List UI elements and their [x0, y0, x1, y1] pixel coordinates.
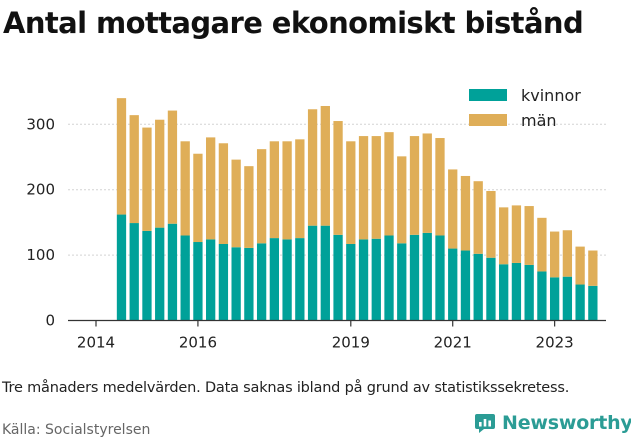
x-tick-label: 2019: [332, 334, 370, 352]
bar-kvinnor: [167, 223, 178, 321]
newsworthy-logo-text: Newsworthy: [502, 412, 631, 434]
legend: kvinnor män: [469, 86, 581, 130]
source-credit: Källa: Socialstyrelsen: [2, 422, 151, 438]
bar-man: [409, 136, 420, 235]
newsworthy-logo: Newsworthy: [474, 410, 631, 436]
bar-man: [511, 205, 522, 263]
bar-kvinnor: [269, 238, 280, 321]
bar-man: [460, 175, 471, 251]
bar-kvinnor: [346, 243, 356, 321]
chart-title: Antal mottagare ekonomiskt bistånd: [3, 6, 584, 40]
bar-man: [562, 230, 573, 277]
bar-man: [167, 110, 178, 224]
bar-kvinnor: [155, 227, 165, 321]
x-tick-label: 2023: [536, 334, 574, 352]
bar-man: [333, 121, 343, 235]
bar-kvinnor: [231, 247, 241, 321]
bar-man: [575, 246, 585, 285]
bar-kvinnor: [358, 239, 369, 321]
bar-man: [218, 143, 229, 244]
bar-man: [499, 207, 509, 265]
bar-man: [448, 169, 458, 249]
bar-kvinnor: [320, 225, 330, 321]
bar-man: [142, 127, 152, 231]
bar-kvinnor: [129, 223, 139, 321]
bar-man: [371, 136, 381, 239]
bar-kvinnor: [448, 248, 458, 321]
bar-man: [244, 166, 254, 248]
y-tick-label: 0: [45, 312, 55, 330]
y-tick-label: 200: [26, 181, 55, 199]
newsworthy-logo-icon: [475, 414, 495, 433]
bar-kvinnor: [206, 239, 216, 321]
bar-kvinnor: [180, 235, 190, 321]
bar-man: [320, 105, 330, 226]
bar-man: [384, 132, 394, 236]
bar-kvinnor: [549, 277, 560, 321]
bar-man: [256, 149, 267, 244]
x-tick-label: 2016: [179, 334, 217, 352]
legend-label: män: [521, 111, 557, 130]
x-tick-label: 2014: [77, 334, 115, 352]
bar-man: [358, 136, 369, 240]
legend-label: kvinnor: [521, 86, 581, 105]
bar-kvinnor: [256, 243, 267, 321]
bar-man: [422, 133, 432, 233]
y-tick-label: 300: [26, 115, 55, 133]
bar-kvinnor: [499, 264, 509, 321]
bar-man: [231, 159, 241, 248]
bars: [116, 98, 598, 321]
bar-kvinnor: [588, 285, 598, 321]
bar-kvinnor: [486, 257, 496, 321]
bar-kvinnor: [116, 214, 127, 321]
bar-kvinnor: [473, 253, 483, 321]
x-tick-label: 2021: [434, 334, 472, 352]
bar-man: [116, 98, 127, 215]
bar-kvinnor: [409, 234, 420, 321]
bar-kvinnor: [333, 234, 343, 321]
bar-man: [588, 250, 598, 286]
bar-kvinnor: [282, 239, 292, 321]
axes: 0 100 200 300 2014 2016 2019 2021 2023: [26, 115, 606, 352]
bar-kvinnor: [295, 238, 305, 321]
bar-kvinnor: [193, 242, 203, 321]
legend-swatch: [469, 89, 507, 101]
bar-kvinnor: [307, 225, 318, 321]
bar-kvinnor: [371, 238, 381, 321]
bar-man: [155, 119, 165, 228]
bar-man: [206, 137, 216, 240]
bar-kvinnor: [435, 235, 445, 321]
bar-man: [486, 191, 496, 258]
bar-kvinnor: [511, 262, 522, 321]
chart-note: Tre månaders medelvärden. Data saknas ib…: [2, 380, 570, 396]
bar-kvinnor: [575, 284, 585, 321]
bar-kvinnor: [562, 276, 573, 321]
bar-man: [549, 231, 560, 278]
legend-swatch: [469, 114, 507, 126]
bar-kvinnor: [218, 243, 229, 321]
bar-man: [346, 141, 356, 244]
bar-man: [524, 206, 534, 265]
bar-man: [473, 181, 483, 254]
bar-kvinnor: [537, 271, 547, 321]
bar-man: [193, 153, 203, 243]
bar-man: [435, 138, 445, 236]
bar-man: [282, 141, 292, 240]
y-tick-label: 100: [26, 246, 55, 264]
bar-kvinnor: [397, 243, 407, 321]
bar-man: [397, 156, 407, 244]
bar-kvinnor: [524, 264, 534, 321]
bar-kvinnor: [460, 250, 471, 321]
bar-man: [129, 115, 139, 224]
bar-man: [307, 109, 318, 226]
bar-kvinnor: [142, 230, 152, 321]
bar-man: [180, 141, 190, 236]
bar-kvinnor: [422, 232, 432, 321]
bar-man: [269, 141, 280, 239]
bar-man: [537, 217, 547, 272]
bar-man: [295, 139, 305, 239]
bar-kvinnor: [244, 247, 254, 321]
bar-kvinnor: [384, 235, 394, 321]
